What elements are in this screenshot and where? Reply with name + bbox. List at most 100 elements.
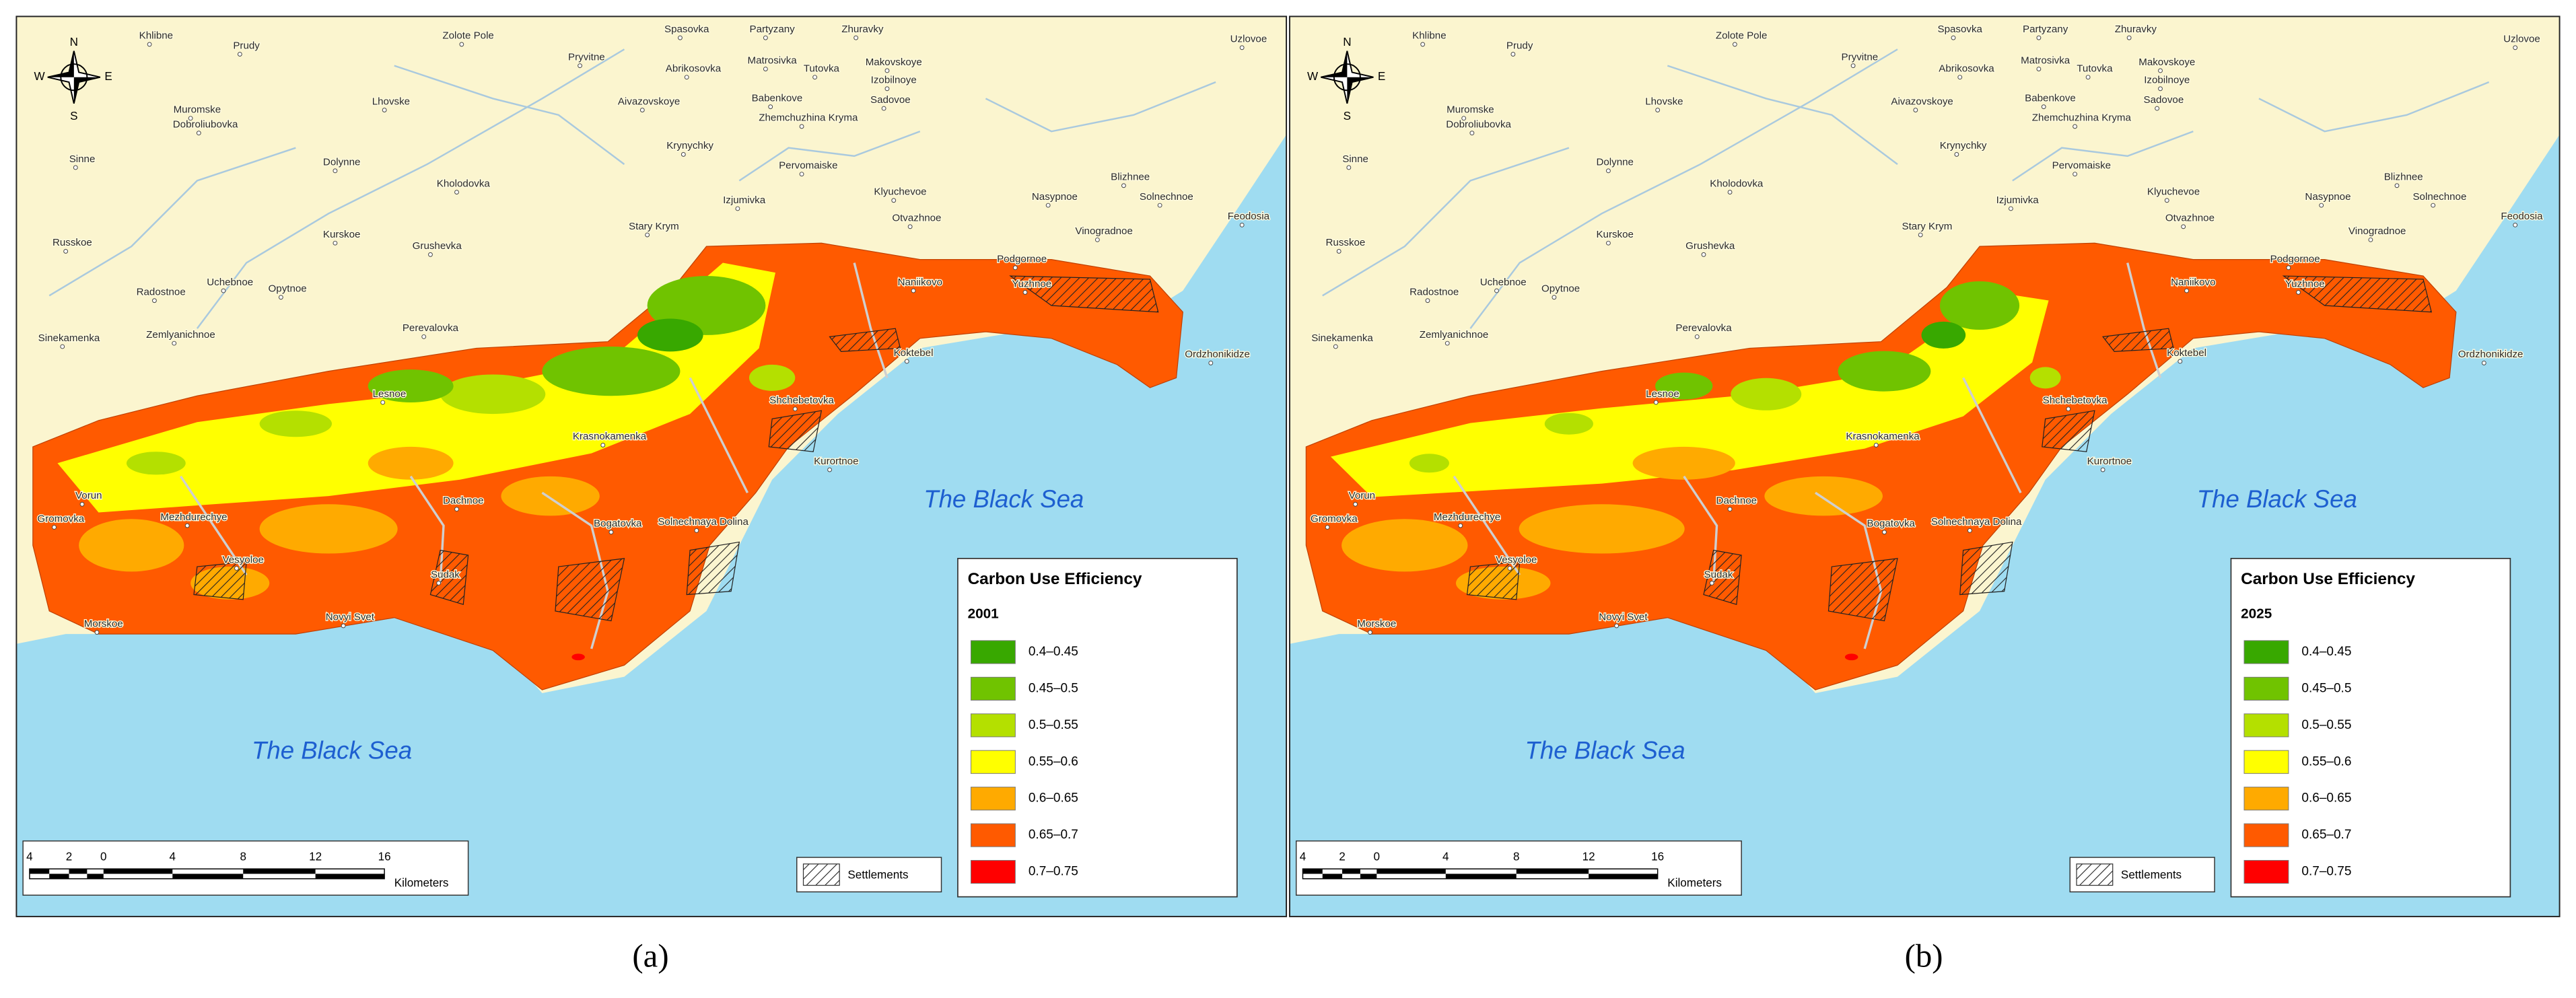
place-name: Sadovoe <box>870 94 911 106</box>
place-dot <box>1606 168 1611 174</box>
place-dot <box>1709 581 1714 585</box>
place-dot <box>678 35 683 40</box>
place-dot <box>237 52 242 57</box>
place-name: Muromske <box>174 104 221 116</box>
settlement <box>1959 541 2013 596</box>
place-dot <box>1012 265 1018 271</box>
place-dot <box>184 523 190 528</box>
place-dot <box>2126 35 2132 40</box>
river <box>2258 81 2490 133</box>
place-name: Nasypnoe <box>1032 191 1078 203</box>
legend-swatch <box>970 859 1016 884</box>
zone <box>1939 281 2020 330</box>
place-dot <box>884 68 890 73</box>
place-name: Otvazhnoe <box>892 213 941 224</box>
place-dot <box>459 42 464 47</box>
place-dot <box>1614 623 1620 629</box>
legend-swatch <box>970 713 1016 738</box>
place-name: Pryvitne <box>1842 51 1879 63</box>
sea-label: The Black Sea <box>1525 737 1685 764</box>
place-name: Gromovka <box>37 513 84 524</box>
zone <box>2029 367 2061 389</box>
place-dot <box>1850 63 1856 69</box>
place-dot <box>681 152 686 157</box>
settlement <box>2042 410 2095 452</box>
place-dot <box>578 63 582 69</box>
place-dot <box>1346 165 1352 170</box>
stream <box>689 377 749 493</box>
place-dot <box>1461 116 1467 121</box>
scale-seg <box>1377 869 1446 874</box>
scale-tick: 12 <box>1582 851 1595 863</box>
scale-box <box>22 840 469 896</box>
place-name: Makovskoye <box>866 57 922 68</box>
zone <box>1342 519 1468 572</box>
settlement <box>555 558 625 622</box>
compass-n: N <box>70 36 78 48</box>
place-dot <box>639 108 645 112</box>
place-name: Gromovka <box>1311 513 1358 524</box>
place-name: Makovskoye <box>2138 57 2195 68</box>
place-name: Radostnoe <box>137 286 186 297</box>
legend-swatch <box>970 640 1016 664</box>
place-name: Koktebel <box>2167 347 2206 359</box>
place-name: Ordzhonikidze <box>2458 349 2523 360</box>
place-dot <box>2481 360 2486 365</box>
panel-label: (a) <box>632 938 668 974</box>
zone <box>57 262 776 513</box>
place-dot <box>188 116 193 121</box>
place-name: Solnechnaya Dolina <box>658 516 749 528</box>
place-dot <box>2158 68 2163 73</box>
place-name: Khlibne <box>139 30 173 42</box>
legend-label: 0.55–0.6 <box>1029 754 1078 769</box>
settlement <box>686 541 740 596</box>
zone <box>368 369 454 402</box>
place-name: Uchebnoe <box>1480 277 1527 288</box>
place-name: Kurskoe <box>323 229 361 240</box>
legend-label: 0.45–0.5 <box>1029 681 1078 695</box>
place-dot <box>63 249 69 254</box>
place-dot <box>1552 295 1557 300</box>
place-dot <box>881 106 886 111</box>
place-name: Bogatovka <box>1867 518 1915 530</box>
scale-seg <box>49 874 69 879</box>
legend-title: Carbon Use Efficiency <box>2241 570 2415 588</box>
place-dot <box>1510 52 1516 57</box>
place-name: Sudak <box>1704 569 1733 580</box>
place-dot <box>600 443 606 448</box>
legend-swatch <box>970 823 1016 847</box>
settlement <box>1827 558 1898 622</box>
place-dot <box>1336 249 1342 254</box>
place-dot <box>1208 360 1214 365</box>
settlement-key <box>802 863 840 886</box>
place-name: Zhuravky <box>841 24 884 35</box>
place-dot <box>94 630 100 635</box>
place-name: Lesnoe <box>1646 388 1679 400</box>
zone <box>1544 413 1593 435</box>
place-dot <box>735 206 740 211</box>
scale-tick: 8 <box>1513 851 1519 863</box>
legend-title: Carbon Use Efficiency <box>968 570 1142 588</box>
scale-tick: 16 <box>1651 851 1664 863</box>
place-name: Novyi Svet <box>326 612 375 623</box>
settlement <box>2101 328 2174 352</box>
place-name: Aivazovskoye <box>618 96 680 107</box>
scale-tick: 0 <box>1374 851 1381 863</box>
place-dot <box>1425 298 1430 304</box>
scale-tick: 4 <box>1442 851 1449 863</box>
zone <box>79 519 184 572</box>
river <box>985 81 1216 133</box>
settlement-key-label: Settlements <box>2121 868 2182 881</box>
river <box>738 131 921 182</box>
place-dot <box>2368 237 2373 242</box>
river <box>394 65 625 166</box>
scale-tick: 2 <box>66 851 73 863</box>
place-dot <box>1507 566 1512 571</box>
place-dot <box>1918 232 1923 238</box>
place-dot <box>2394 183 2400 188</box>
place-name: Aivazovskoye <box>1891 96 1953 107</box>
legend-label: 0.6–0.65 <box>2301 791 2351 806</box>
place-dot <box>1701 252 1706 257</box>
place-dot <box>608 530 614 535</box>
place-name: Otvazhnoe <box>2165 213 2215 224</box>
